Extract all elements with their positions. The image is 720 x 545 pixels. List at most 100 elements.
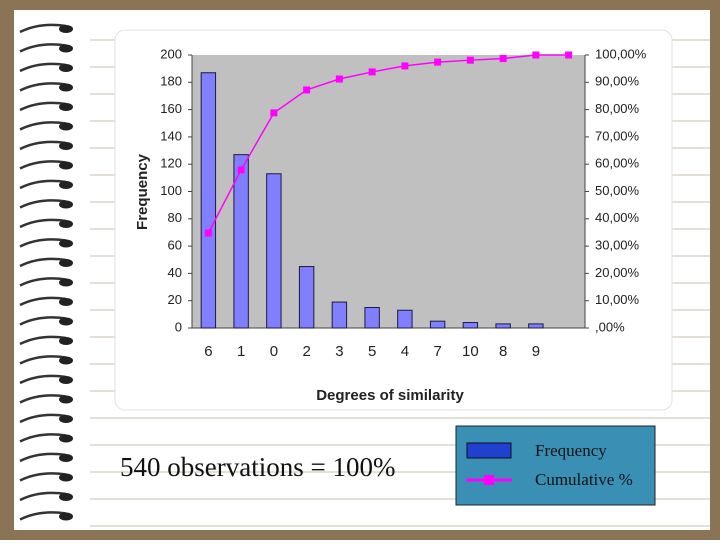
ring-hole	[59, 493, 73, 501]
spiral-rings	[19, 23, 73, 521]
line-marker	[532, 51, 540, 59]
bar	[298, 266, 315, 329]
ring	[19, 238, 67, 248]
ring	[19, 491, 67, 502]
ring-hole	[59, 395, 73, 404]
y-tick-label: 180	[160, 74, 182, 89]
line-marker	[303, 86, 311, 94]
bar	[331, 301, 348, 329]
x-tick-label: 8	[499, 343, 507, 360]
ring-hole	[59, 103, 73, 111]
line-marker	[434, 58, 442, 66]
y-tick-label: 100	[160, 183, 182, 198]
ring-hole	[59, 161, 73, 170]
legend-box	[455, 425, 656, 506]
line-marker	[270, 109, 278, 117]
bar	[397, 309, 413, 329]
annotation: 540 observations = 100%	[120, 452, 395, 482]
ring	[19, 511, 67, 521]
bar	[495, 323, 511, 329]
y2-tick-label: 100,00%	[595, 46, 647, 61]
y-axis-title: Frequency	[134, 153, 151, 230]
ring-hole	[59, 434, 73, 443]
x-tick-label: 4	[401, 343, 409, 360]
line-marker	[368, 68, 376, 76]
ring-hole	[59, 298, 73, 306]
ring	[19, 179, 67, 190]
line-marker	[237, 166, 245, 174]
line-marker	[335, 75, 343, 83]
y2-tick-label: 10,00%	[595, 292, 640, 307]
y2-tick-label: ,00%	[595, 319, 625, 334]
ring-hole	[59, 415, 73, 423]
line-marker	[499, 55, 507, 63]
ring	[19, 82, 67, 92]
ring	[19, 218, 67, 229]
ring-hole	[59, 512, 73, 521]
ring-hole	[59, 220, 73, 228]
line-marker	[401, 62, 409, 70]
y2-tick-label: 20,00%	[595, 265, 640, 280]
y-tick-label: 0	[175, 319, 182, 334]
ring	[19, 472, 67, 482]
ring-hole	[59, 200, 73, 209]
x-tick-label: 0	[270, 343, 278, 360]
ring	[19, 316, 67, 326]
ring	[19, 121, 67, 131]
ring	[19, 160, 67, 170]
ring-hole	[59, 83, 73, 92]
legend-swatch	[466, 442, 512, 459]
ring	[19, 140, 67, 151]
y2-tick-label: 90,00%	[595, 74, 640, 89]
ring-hole	[59, 376, 73, 384]
ring	[19, 355, 67, 365]
ring-hole	[59, 317, 73, 326]
ring	[19, 23, 67, 34]
ring	[19, 296, 67, 307]
legend-label: Frequency	[535, 441, 607, 460]
line-marker	[565, 51, 573, 59]
ring-hole	[59, 142, 73, 150]
cumulative-line	[207, 54, 569, 234]
line-marker	[204, 229, 212, 237]
x-tick-label: 2	[302, 343, 310, 360]
bar	[200, 72, 217, 329]
ring	[19, 335, 67, 346]
y-tick-label: 140	[160, 128, 182, 143]
ring-hole	[59, 64, 73, 72]
y2-tick-label: 80,00%	[595, 101, 640, 116]
x-tick-label: 5	[368, 343, 376, 360]
ring-hole	[59, 278, 73, 287]
legend-marker	[484, 475, 494, 485]
ring	[19, 452, 67, 463]
ring	[19, 394, 67, 404]
y2-tick-label: 40,00%	[595, 210, 640, 225]
ring-hole	[59, 122, 73, 131]
ring	[19, 277, 67, 287]
ring	[19, 62, 67, 73]
bar	[233, 154, 249, 329]
ring	[19, 101, 67, 112]
x-tick-label: 9	[532, 343, 540, 360]
y-tick-label: 80	[168, 210, 182, 225]
plot-area	[192, 55, 585, 328]
ring	[19, 433, 67, 443]
ring-hole	[59, 181, 73, 189]
bar	[528, 323, 544, 329]
bar	[266, 173, 282, 329]
x-tick-label: 3	[335, 343, 343, 360]
y-tick-label: 60	[168, 238, 182, 253]
ring-hole	[59, 337, 73, 345]
ring-hole	[59, 44, 73, 53]
y-tick-label: 40	[168, 265, 182, 280]
y-tick-label: 160	[160, 101, 182, 116]
bar	[429, 320, 446, 329]
ring	[19, 257, 67, 268]
y2-tick-label: 70,00%	[595, 128, 640, 143]
ring	[19, 43, 67, 53]
ring-hole	[59, 473, 73, 482]
y2-tick-label: 60,00%	[595, 156, 640, 171]
x-tick-label: 1	[237, 343, 245, 360]
